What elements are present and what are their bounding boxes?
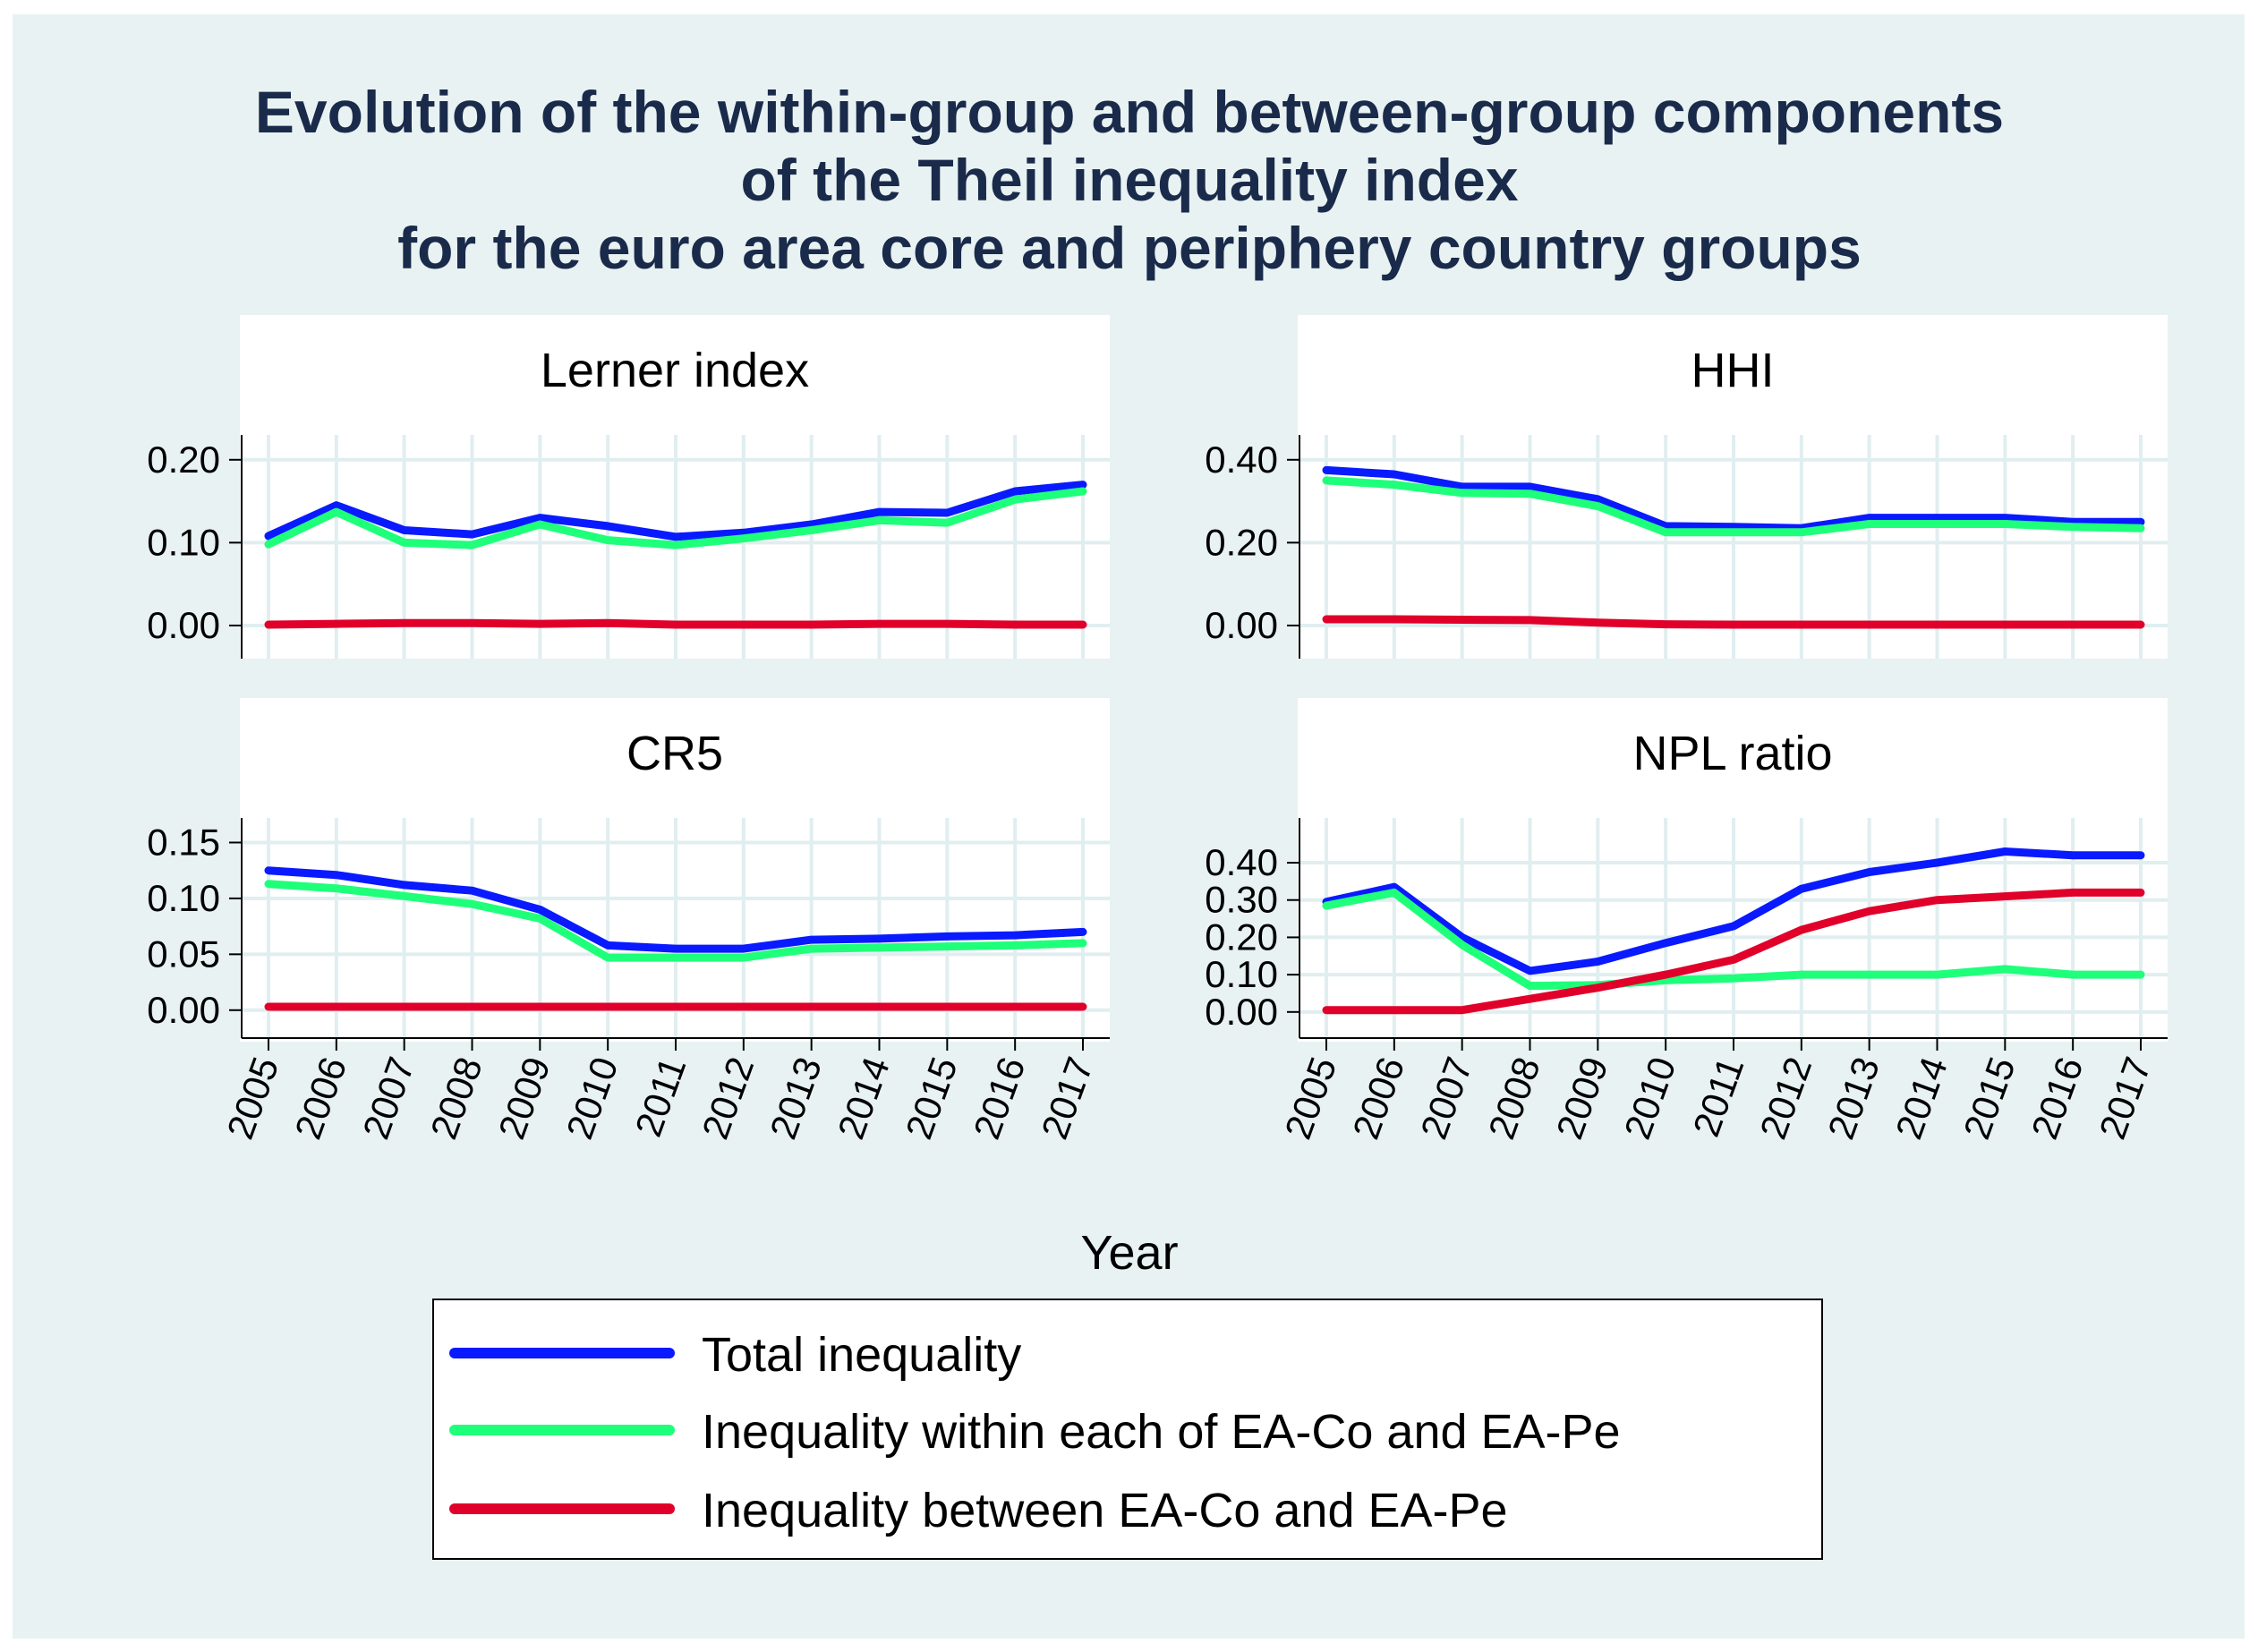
panel-title: CR5 bbox=[626, 727, 723, 780]
series-line-total bbox=[264, 481, 1087, 541]
y-tick-label: 0.05 bbox=[147, 932, 220, 975]
legend-label-within: Inequality within each of EA-Co and EA-P… bbox=[702, 1405, 1621, 1459]
chart-title-line-1: Evolution of the within-group and betwee… bbox=[255, 79, 2004, 145]
series-line-within bbox=[1322, 888, 2145, 991]
x-axis-label: Year bbox=[1080, 1226, 1178, 1280]
y-tick-label: 0.00 bbox=[1205, 604, 1278, 646]
y-tick-label: 0.20 bbox=[1205, 915, 1278, 958]
chart-title-line-2: of the Theil inequality index bbox=[740, 147, 1518, 213]
y-tick-label: 0.15 bbox=[147, 821, 220, 863]
legend-label-total: Total inequality bbox=[702, 1328, 1021, 1382]
y-tick-label: 0.40 bbox=[1205, 841, 1278, 883]
y-tick-label: 0.10 bbox=[147, 521, 220, 563]
series-line-within bbox=[264, 487, 1087, 549]
series-line-total bbox=[264, 866, 1087, 953]
y-tick-label: 0.20 bbox=[1205, 521, 1278, 563]
y-tick-label: 0.00 bbox=[147, 604, 220, 646]
y-tick-label: 0.10 bbox=[1205, 953, 1278, 995]
y-tick-label: 0.00 bbox=[1205, 991, 1278, 1033]
panel-hhi: HHI 0.00 0.20 0.40 bbox=[1205, 315, 2168, 659]
panel-lerner: Lerner index 0.00 0.10 0.20 bbox=[147, 315, 1110, 659]
series-line-total bbox=[1322, 847, 2145, 975]
series-line-within bbox=[1322, 476, 2145, 537]
y-tick-label: 0.20 bbox=[147, 439, 220, 481]
y-tick-label: 0.10 bbox=[147, 877, 220, 919]
series-line-within bbox=[264, 880, 1087, 962]
series-line-between bbox=[1322, 615, 2145, 629]
panel-title: NPL ratio bbox=[1632, 727, 1832, 780]
y-tick-label: 0.40 bbox=[1205, 439, 1278, 481]
panel-title: HHI bbox=[1691, 344, 1775, 397]
chart-title-line-3: for the euro area core and periphery cou… bbox=[397, 215, 1862, 281]
legend: Total inequality Inequality within each … bbox=[432, 1299, 1823, 1560]
y-tick-label: 0.00 bbox=[147, 989, 220, 1031]
y-tick-label: 0.30 bbox=[1205, 879, 1278, 921]
legend-label-between: Inequality between EA-Co and EA-Pe bbox=[702, 1484, 1508, 1537]
panel-title: Lerner index bbox=[541, 344, 809, 397]
series-line-between bbox=[1322, 888, 2145, 1015]
series-line-between bbox=[264, 618, 1087, 629]
series-line-total bbox=[1322, 465, 2145, 532]
